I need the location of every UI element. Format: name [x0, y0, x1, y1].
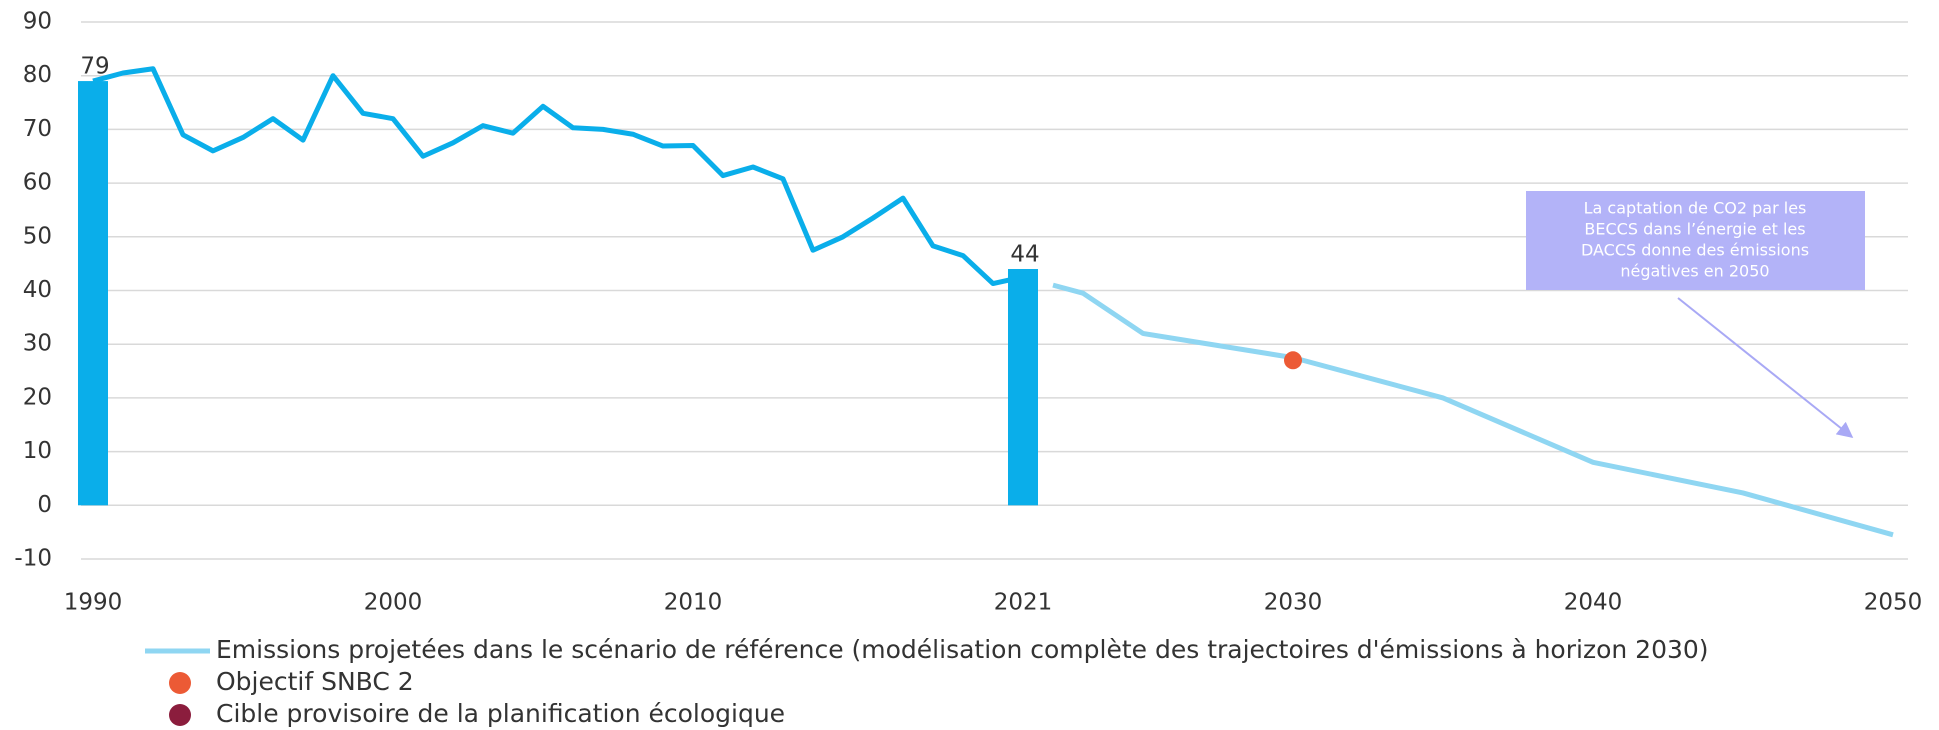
legend-swatch: [169, 704, 191, 726]
x-tick-label: 2010: [664, 590, 723, 616]
y-tick-label: 60: [23, 170, 52, 196]
annotation-text: La captation de CO2 par les: [1584, 199, 1807, 218]
bar: [78, 81, 108, 506]
y-tick-label: 0: [37, 492, 52, 518]
legend-label: Objectif SNBC 2: [216, 667, 414, 696]
point: [1284, 351, 1302, 370]
y-tick-label: 70: [23, 116, 52, 142]
annotation-box: [1526, 191, 1865, 290]
legend-label: Cible provisoire de la planification éco…: [216, 699, 785, 728]
x-tick-label: 2021: [994, 590, 1053, 616]
bar: [1008, 269, 1038, 506]
x-tick-label: 1990: [64, 590, 123, 616]
y-tick-label: 50: [23, 223, 52, 249]
data-label: 79: [80, 54, 109, 80]
line: [92, 66, 1024, 287]
annotation-text: DACCS donne des émissions: [1581, 241, 1809, 260]
annotation-text: BECCS dans l’énergie et les: [1584, 220, 1805, 239]
annotation-text: négatives en 2050: [1620, 262, 1769, 281]
legend-label: Emissions projetées dans le scénario de …: [216, 635, 1709, 664]
y-tick-label: 20: [23, 384, 52, 410]
x-tick-label: 2000: [364, 590, 423, 616]
data-label: 44: [1010, 242, 1039, 268]
x-tick-label: 2050: [1864, 590, 1923, 616]
x-tick-label: 2030: [1264, 590, 1323, 616]
y-tick-label: 90: [23, 9, 52, 35]
annotation-arrow: [1677, 297, 1854, 438]
line: [1052, 282, 1894, 538]
y-tick-label: 30: [23, 331, 52, 357]
legend-swatch: [169, 672, 191, 694]
y-tick-label: 40: [23, 277, 52, 303]
x-tick-label: 2040: [1564, 590, 1623, 616]
y-tick-label: 10: [23, 438, 52, 464]
y-tick-label: 80: [23, 62, 52, 88]
y-tick-label: -10: [14, 546, 52, 572]
